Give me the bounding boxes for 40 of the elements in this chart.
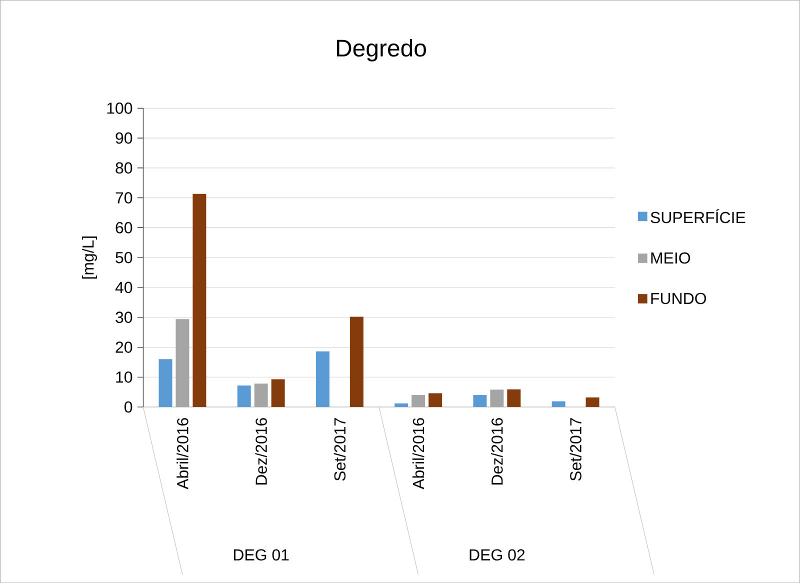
legend-label: SUPERFÍCIE [650,209,746,224]
y-tick-label: 30 [116,312,132,323]
bar [586,397,600,407]
x-tick-label: Abril/2016 [412,418,424,490]
bar [192,194,206,407]
bar [428,393,442,407]
text: DEG 02 [470,549,525,560]
bar [507,389,521,407]
x-tick-label: Abril/2016 [176,418,188,490]
y-tick-label: 10 [116,371,132,383]
y-tick-label: 50 [116,252,132,264]
y-tick-label: 60 [116,222,132,234]
bar [394,403,408,407]
bar [316,351,330,407]
y-tick-label: 40 [115,282,132,294]
bar [176,319,190,407]
x-tick-label: Set/2017 [570,418,582,481]
bar [552,401,566,407]
x-tick-label: Dez/2016 [491,418,503,484]
bar [158,359,172,407]
bar [350,316,364,407]
legend-label: FUNDO [651,292,706,304]
bar [490,390,504,407]
y-tick-label: 80 [116,162,132,174]
y-tick-label: 100 [107,102,132,114]
y-tick-label: 20 [116,342,132,353]
bar [237,385,251,407]
x-tick-label: Dez/2016 [255,418,267,484]
y-axis-title: [mg/L] [82,236,97,279]
bar [412,394,426,407]
legend-label: MEIO [651,252,690,264]
y-tick-label: 90 [116,132,132,144]
chart-title: Degredo [336,38,426,62]
text: DEG 01 [234,549,289,560]
bar [473,394,487,407]
y-tick-label: 70 [116,192,132,204]
bar [271,379,285,407]
x-tick-label: Set/2017 [334,418,346,481]
bar [254,384,268,407]
y-tick-label: 0 [124,401,132,413]
